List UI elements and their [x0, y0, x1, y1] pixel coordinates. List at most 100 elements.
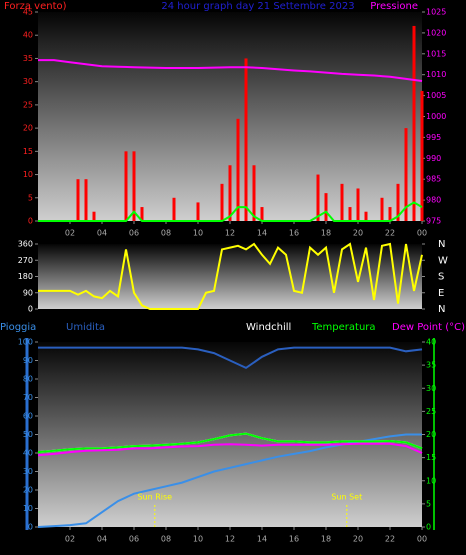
y2-tick-label: 995 — [426, 133, 441, 142]
x-tick-label: 08 — [161, 229, 171, 238]
y-tick-label: 10 — [23, 170, 33, 179]
y-tick-label: 20 — [23, 486, 33, 495]
y-tick-label: 0 — [28, 305, 33, 314]
bar — [260, 207, 264, 221]
legend-label: Pioggia — [0, 322, 36, 333]
y-tick-label: 80 — [23, 375, 33, 384]
bar — [356, 188, 360, 221]
y2-tick-label: 1010 — [426, 70, 446, 79]
bar — [324, 193, 328, 221]
x-tick-label: 18 — [321, 229, 331, 238]
x-tick-label: 16 — [289, 229, 299, 238]
annotation-label: Sun Rise — [137, 493, 172, 502]
y-tick-label: 25 — [23, 100, 33, 109]
bar — [420, 90, 424, 221]
bar — [196, 202, 200, 221]
y2-tick-label: 1015 — [426, 49, 446, 58]
y2-tick-label: 1005 — [426, 91, 446, 100]
y2-tick-label: 25 — [426, 407, 436, 416]
y-tick-label: 70 — [23, 393, 33, 402]
bar — [348, 207, 352, 221]
bar — [340, 183, 344, 221]
legend-label: Temperatura — [311, 322, 376, 333]
y2-tick-label: S — [438, 272, 444, 283]
y2-tick-label: W — [438, 255, 448, 266]
y2-tick-label: E — [438, 288, 444, 299]
x-tick-label: 12 — [225, 229, 235, 238]
bar — [388, 207, 392, 221]
legend-label: Windchill — [246, 322, 291, 333]
y-tick-label: 45 — [23, 8, 33, 17]
y2-tick-label: 35 — [426, 361, 436, 370]
y2-tick-label: 15 — [426, 453, 436, 462]
y2-tick-label: 40 — [426, 338, 436, 347]
bar — [228, 165, 232, 221]
y-tick-label: 35 — [23, 54, 33, 63]
y2-tick-label: 975 — [426, 217, 441, 226]
y-tick-label: 100 — [18, 338, 33, 347]
bar — [396, 183, 400, 221]
y2-tick-label: 10 — [426, 476, 436, 485]
series-line — [38, 242, 423, 310]
x-tick-label: 22 — [385, 535, 395, 544]
y2-tick-label: 1020 — [426, 28, 446, 37]
y2-tick-label: 990 — [426, 154, 441, 163]
bar — [316, 174, 320, 221]
x-tick-label: 00 — [417, 229, 427, 238]
bar — [132, 151, 136, 221]
y-tick-label: 40 — [23, 449, 33, 458]
bar — [84, 179, 88, 221]
series-line — [37, 442, 423, 457]
y-tick-label: 10 — [23, 504, 33, 513]
x-tick-label: 12 — [225, 535, 235, 544]
x-tick-label: 00 — [417, 535, 427, 544]
y-tick-label: 270 — [18, 256, 33, 265]
y2-tick-label: 980 — [426, 196, 441, 205]
x-tick-label: 08 — [161, 535, 171, 544]
y2-tick-label: 5 — [426, 499, 431, 508]
y2-tick-label: 0 — [426, 523, 431, 532]
y-tick-label: 0 — [28, 217, 33, 226]
y-tick-label: 180 — [18, 272, 33, 281]
y2-tick-label: 985 — [426, 175, 441, 184]
bar — [76, 179, 80, 221]
y2-tick-label: 30 — [426, 384, 436, 393]
series-line — [37, 432, 423, 454]
chart-title: 24 hour graph day 21 Settembre 2023 — [161, 1, 354, 12]
y-tick-label: 30 — [23, 467, 33, 476]
annotation-label: Sun Set — [331, 493, 362, 502]
y-tick-label: 5 — [28, 193, 33, 202]
x-tick-label: 06 — [129, 229, 139, 238]
y-tick-label: 40 — [23, 31, 33, 40]
y2-tick-label: 20 — [426, 430, 436, 439]
x-tick-label: 14 — [257, 535, 267, 544]
x-tick-label: 22 — [385, 229, 395, 238]
bar — [124, 151, 128, 221]
x-tick-label: 02 — [65, 229, 75, 238]
bar — [412, 25, 416, 221]
y-tick-label: 90 — [23, 288, 33, 297]
y-tick-label: 360 — [18, 240, 33, 249]
x-tick-label: 20 — [353, 229, 363, 238]
bar — [236, 118, 240, 221]
bar — [140, 207, 144, 221]
y2-tick-label: 1000 — [426, 112, 446, 121]
bar — [380, 197, 384, 221]
bar — [244, 58, 248, 221]
x-tick-label: 20 — [353, 535, 363, 544]
y2-axis-label: Pressione — [370, 1, 418, 12]
bar — [220, 183, 224, 221]
y-axis-label: Forza vento) — [4, 1, 67, 12]
y2-tick-label: N — [438, 304, 445, 315]
legend-label: Umidita — [66, 322, 105, 333]
x-tick-label: 10 — [193, 535, 203, 544]
bar — [404, 128, 408, 221]
y-tick-label: 20 — [23, 124, 33, 133]
x-tick-label: 18 — [321, 535, 331, 544]
y-tick-label: 50 — [23, 430, 33, 439]
bar — [172, 197, 176, 221]
legend-label: Dew Point (°C) — [392, 322, 465, 333]
bar — [92, 211, 96, 221]
x-tick-label: 04 — [97, 535, 107, 544]
